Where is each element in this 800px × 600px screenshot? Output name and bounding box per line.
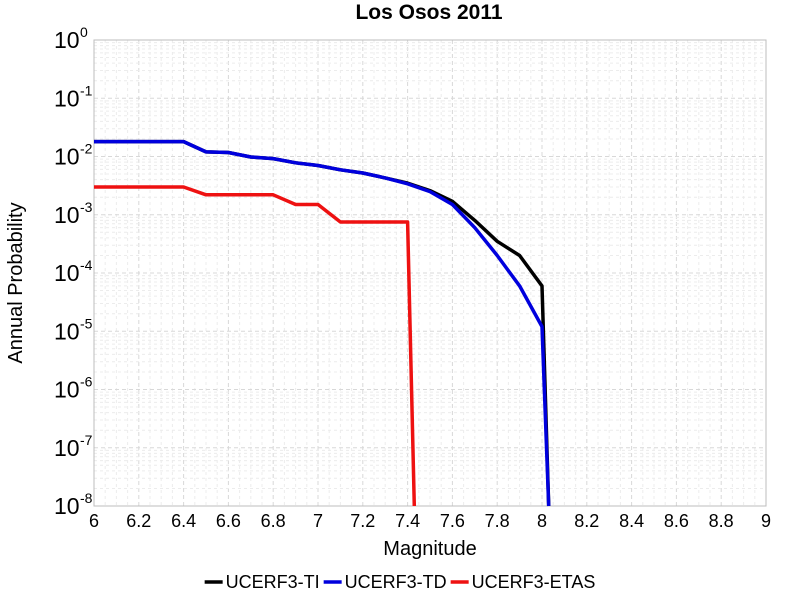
y-tick-exponent: 0 [80, 24, 88, 40]
x-tick-label: 6.4 [171, 511, 196, 531]
y-tick-label: 10 -5 [54, 315, 93, 344]
x-tick-label: 6.8 [261, 511, 286, 531]
y-tick-base: 10 [54, 493, 80, 519]
y-tick-exponent: -1 [80, 82, 93, 98]
x-tick-label: 6 [89, 511, 99, 531]
y-tick-base: 10 [54, 27, 80, 53]
y-tick-base: 10 [54, 318, 80, 344]
x-tick-label: 7.4 [395, 511, 420, 531]
x-tick-label: 7.6 [440, 511, 465, 531]
x-tick-label: 8.8 [709, 511, 734, 531]
y-tick-exponent: -5 [80, 315, 93, 331]
x-tick-label: 9 [761, 511, 771, 531]
y-tick-exponent: -7 [80, 432, 93, 448]
x-tick-label: 6.2 [126, 511, 151, 531]
legend-label: UCERF3-TD [345, 572, 447, 592]
legend-label: UCERF3-ETAS [472, 572, 596, 592]
series-line-ucerf3-td [94, 139, 551, 507]
legend-label: UCERF3-TI [226, 572, 320, 592]
y-tick-label: 10 -8 [54, 490, 93, 519]
x-tick-label: 7.2 [350, 511, 375, 531]
y-tick-exponent: -2 [80, 141, 93, 157]
plot-frame [93, 39, 767, 507]
series-line-ucerf3-etas [94, 185, 417, 507]
legend-item-ucerf3-ti: UCERF3-TI [204, 572, 320, 592]
legend: UCERF3-TI UCERF3-TD UCERF3-ETAS [204, 572, 596, 592]
x-tick-label: 6.6 [216, 511, 241, 531]
y-tick-base: 10 [54, 260, 80, 286]
x-tick-label: 8.2 [574, 511, 599, 531]
y-tick-label: 10 -6 [54, 374, 93, 403]
y-tick-base: 10 [54, 435, 80, 461]
y-tick-label: 10 -3 [54, 199, 93, 228]
y-tick-base: 10 [54, 85, 80, 111]
y-tick-exponent: -6 [80, 374, 93, 390]
x-axis-label: Magnitude [383, 538, 476, 560]
series-line-ucerf3-ti [94, 139, 551, 507]
x-tick-label: 8.6 [664, 511, 689, 531]
x-tick-label: 7 [313, 511, 323, 531]
y-axis-label: Annual Probability [5, 202, 27, 363]
legend-item-ucerf3-etas: UCERF3-ETAS [450, 572, 596, 592]
series-layer [94, 139, 551, 507]
x-tick-labels: 6 6.2 6.4 6.6 6.8 7 7.2 7.4 7.6 7.8 8 8.2 8.4 8.6 8.8 9 [89, 511, 771, 531]
y-tick-exponent: -8 [80, 490, 93, 506]
y-tick-base: 10 [54, 202, 80, 228]
x-tick-label: 8 [537, 511, 547, 531]
y-tick-label: 10 -1 [54, 82, 93, 111]
y-tick-base: 10 [54, 144, 80, 170]
y-tick-label: 10 -2 [54, 141, 93, 170]
y-tick-label: 10 -7 [54, 432, 93, 461]
legend-item-ucerf3-td: UCERF3-TD [323, 572, 447, 592]
grid [93, 40, 767, 507]
y-tick-label: 10 0 [54, 24, 88, 53]
y-tick-exponent: -3 [80, 199, 93, 215]
chart-title: Los Osos 2011 [355, 1, 502, 24]
x-tick-label: 7.8 [485, 511, 510, 531]
y-tick-base: 10 [54, 377, 80, 403]
x-tick-label: 8.4 [619, 511, 644, 531]
y-tick-label: 10 -4 [54, 257, 93, 286]
y-tick-exponent: -4 [80, 257, 93, 273]
